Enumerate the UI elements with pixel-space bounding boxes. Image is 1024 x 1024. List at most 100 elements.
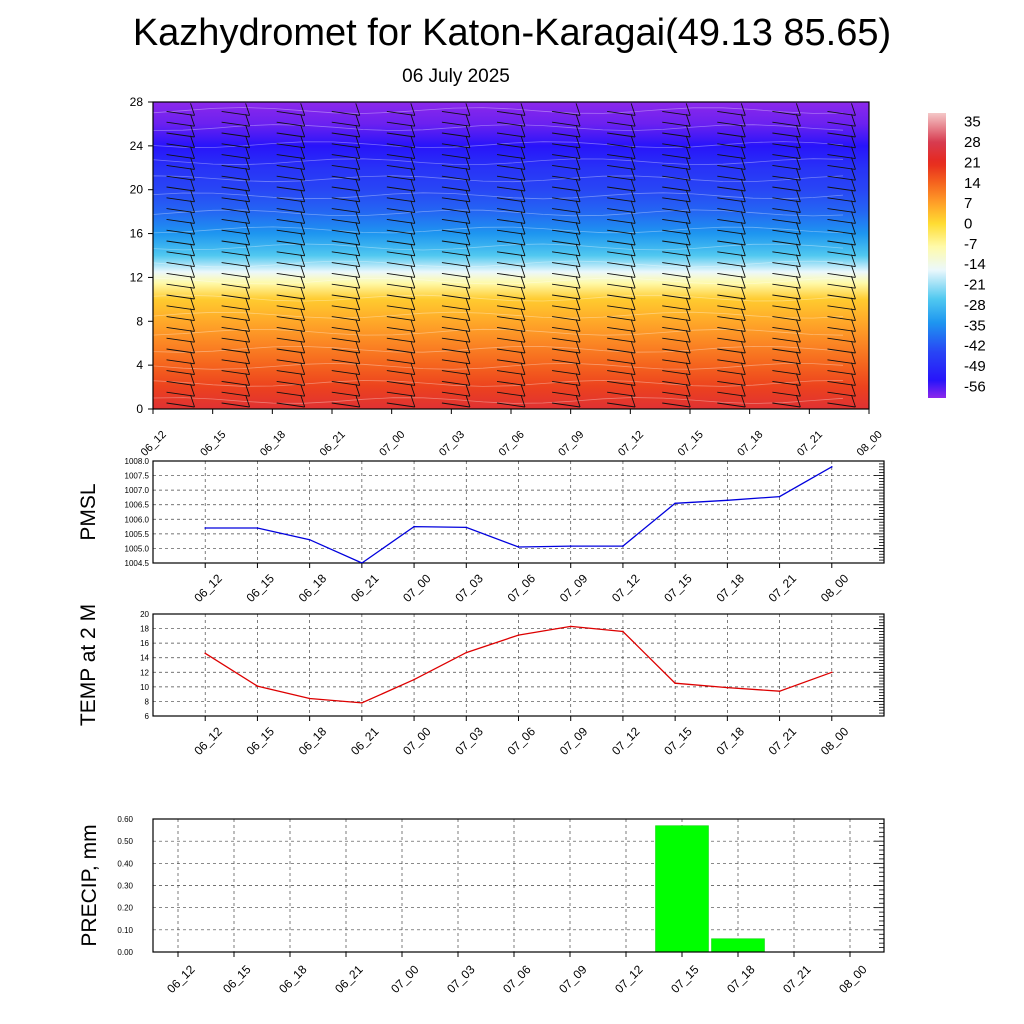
precip-grid <box>153 818 884 953</box>
x-tick-label: 07_00 <box>377 429 407 459</box>
temp-x-tick-label: 06_21 <box>348 724 382 758</box>
main-title: Kazhydromet for Katon-Karagai(49.13 85.6… <box>132 12 892 54</box>
contour-lines <box>152 107 844 404</box>
temp-y-tick-label: 12 <box>140 668 149 677</box>
pmsl-x-tick-label: 06_12 <box>191 571 225 605</box>
temp-point <box>204 652 207 655</box>
precip-x-tick-label: 08_00 <box>836 962 870 996</box>
temp-point <box>569 625 572 628</box>
colorbar-label: 21 <box>964 154 981 171</box>
pmsl-x-tick-label: 07_18 <box>713 571 747 605</box>
pmsl-x-tick-label: 07_15 <box>661 571 695 605</box>
heatmap-field <box>153 102 869 409</box>
x-tick-label: 08_00 <box>855 429 885 459</box>
temp-point <box>256 685 259 687</box>
x-tick-label: 06_21 <box>318 429 348 459</box>
pmsl-point <box>465 526 468 529</box>
temp-ylabel: TEMP at 2 M <box>77 604 100 726</box>
precip-bar <box>655 825 709 953</box>
x-tick-label: 06_12 <box>139 429 169 459</box>
pmsl-point <box>674 502 676 505</box>
pmsl-y-tick-label: 1007.5 <box>125 472 150 481</box>
y-tick-label: 8 <box>136 314 143 328</box>
temp-y-tick-label: 6 <box>145 712 150 721</box>
wind-barbs <box>166 103 856 408</box>
y-tick-label: 28 <box>130 95 144 109</box>
temp-x-tick-label: 08_00 <box>818 724 852 758</box>
temp-y-tick-label: 14 <box>140 654 149 663</box>
precip-x-tick-label: 06_15 <box>220 962 254 996</box>
temp-point <box>308 697 311 700</box>
precip-x-tick-label: 07_06 <box>500 962 534 996</box>
temp-x-tick-label: 07_21 <box>766 724 800 758</box>
pmsl-x-tick-label: 07_06 <box>505 571 539 605</box>
colorbar-label: 7 <box>964 195 972 212</box>
temp-y-tick-label: 20 <box>140 610 149 619</box>
precip-y-tick-label: 0.20 <box>117 904 133 913</box>
colorbar-label: 14 <box>964 175 981 192</box>
x-tick-label: 07_06 <box>497 429 527 459</box>
precip-y-tick-label: 0.30 <box>117 882 133 891</box>
x-tick-label: 07_03 <box>437 429 467 459</box>
pmsl-point <box>308 538 311 541</box>
precip-frame <box>152 818 885 953</box>
pmsl-x-tick-label: 08_00 <box>818 571 852 605</box>
pmsl-y-tick-label: 1005.0 <box>125 544 150 553</box>
y-tick-label: 20 <box>130 183 144 197</box>
temp-y-tick-label: 16 <box>140 639 149 648</box>
x-tick-label: 06_18 <box>258 429 288 459</box>
precip-x-tick-label: 07_18 <box>724 962 758 996</box>
precip-x-tick-label: 07_12 <box>612 962 646 996</box>
temp-point <box>465 651 468 654</box>
pmsl-point <box>204 527 207 529</box>
pmsl-x-tick-label: 07_09 <box>557 571 591 605</box>
y-tick-label: 16 <box>130 227 144 241</box>
temp-point <box>413 678 415 681</box>
temp-x-tick-label: 07_03 <box>452 724 486 758</box>
pmsl-point <box>622 545 624 547</box>
precip-y-tick-label: 0.10 <box>117 926 133 935</box>
temp-x-tick-label: 07_12 <box>609 724 643 758</box>
colorbar-label: -28 <box>964 297 986 314</box>
temp-x-tick-label: 07_18 <box>713 724 747 758</box>
precip-x-tick-label: 07_09 <box>556 962 590 996</box>
precip-x-tick-label: 06_12 <box>164 962 198 996</box>
pmsl-x-tick-label: 07_03 <box>452 571 486 605</box>
pmsl-point <box>778 495 781 498</box>
x-tick-label: 07_09 <box>556 429 586 459</box>
pmsl-y-tick-label: 1008.0 <box>125 457 150 466</box>
temp-y-tick-label: 18 <box>140 625 149 634</box>
precip-bar <box>711 938 765 953</box>
temp-point <box>726 686 729 689</box>
temp-y-tick-label: 10 <box>140 683 149 692</box>
pmsl-y-tick-label: 1005.5 <box>125 530 150 539</box>
y-tick-label: 24 <box>130 139 144 153</box>
pmsl-y-tick-label: 1004.5 <box>125 559 150 568</box>
temp-x-tick-label: 07_06 <box>505 724 539 758</box>
pmsl-y-tick-label: 1007.0 <box>125 486 150 495</box>
temp-point <box>622 630 624 633</box>
pmsl-point <box>726 499 729 502</box>
pmsl-point <box>830 466 833 468</box>
precip-x-tick-label: 07_03 <box>444 962 478 996</box>
temp-point <box>830 671 833 674</box>
precip-y-tick-label: 0.40 <box>117 859 133 868</box>
pmsl-y-tick-label: 1006.0 <box>125 515 150 524</box>
temp-point <box>778 690 781 693</box>
precip-y-tick-label: 0.00 <box>117 948 133 957</box>
precip-y-tick-label: 0.60 <box>117 815 133 824</box>
colorbar-label: 0 <box>964 216 972 233</box>
precip-x-tick-label: 06_21 <box>332 962 366 996</box>
x-tick-label: 07_15 <box>676 429 706 459</box>
temp-x-tick-label: 06_15 <box>244 724 278 758</box>
precip-y-tick-label: 0.50 <box>117 837 133 846</box>
precip-ylabel: PRECIP, mm <box>78 824 101 946</box>
precip-x-tick-label: 07_15 <box>668 962 702 996</box>
colorbar-label: -35 <box>964 317 986 334</box>
colorbar-label: -7 <box>964 236 977 253</box>
main-subtitle: 06 July 2025 <box>402 66 510 87</box>
temp-x-tick-label: 07_09 <box>557 724 591 758</box>
precip-x-tick-label: 07_21 <box>780 962 814 996</box>
colorbar-label: -56 <box>964 378 986 395</box>
